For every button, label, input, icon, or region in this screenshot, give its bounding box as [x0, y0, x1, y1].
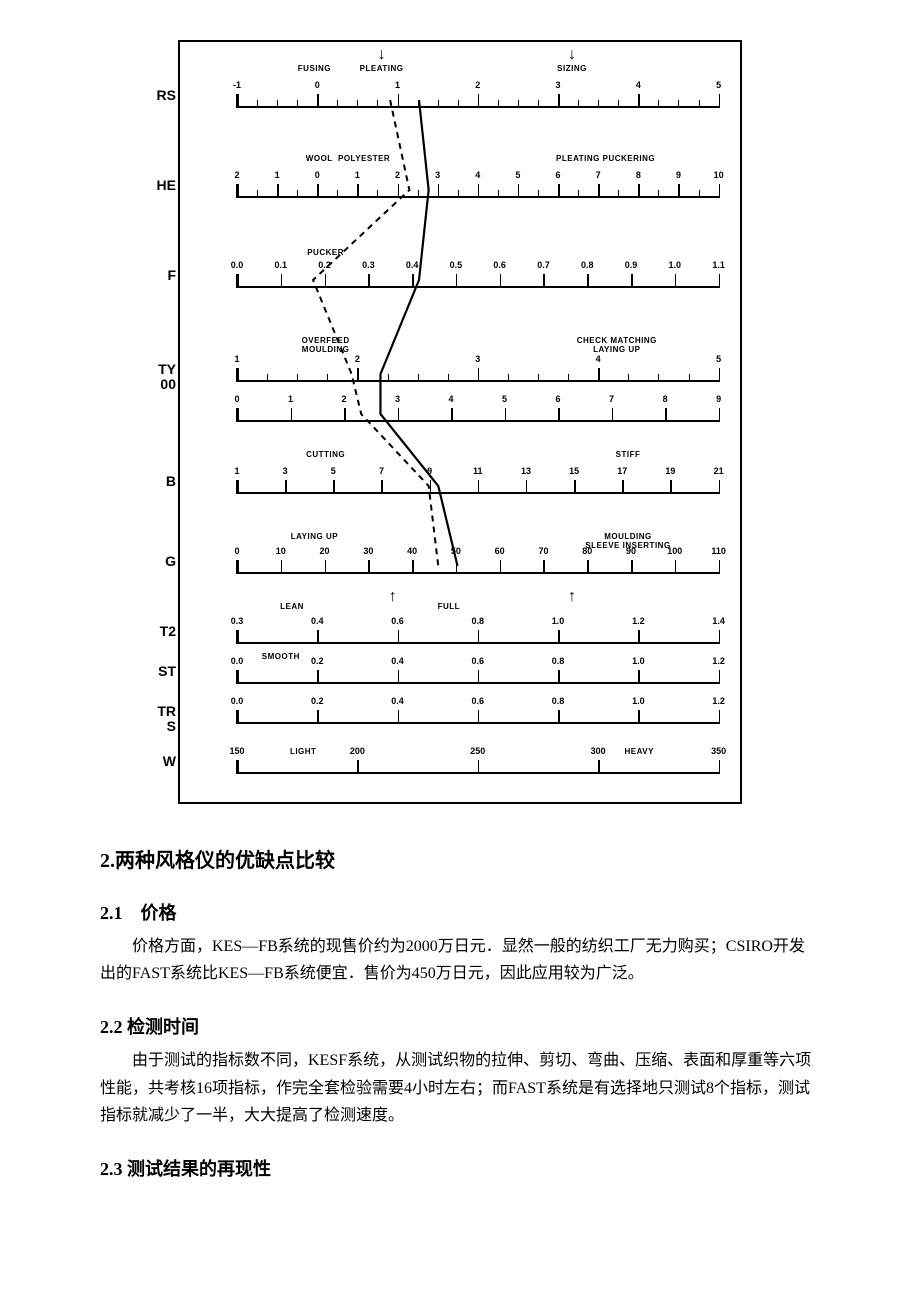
chart-y-label: G	[130, 554, 176, 569]
section-2-2-heading: 2.2 检测时间	[100, 1013, 820, 1039]
chart-solid-curve	[380, 100, 457, 566]
chart-y-label: RS	[130, 88, 176, 103]
chart-y-label: W	[130, 754, 176, 769]
chart-y-label: TR S	[130, 704, 176, 735]
section-2-heading: 2.两种风格仪的优缺点比较	[100, 844, 820, 873]
chart-y-label: T2	[130, 624, 176, 639]
chart-y-label: TY 00	[130, 362, 176, 393]
chart-y-label: ST	[130, 664, 176, 679]
chart-dashed-curve	[313, 100, 438, 566]
section-2-1-heading: 2.1 价格	[100, 899, 820, 925]
section-2-3-heading: 2.3 测试结果的再现性	[100, 1155, 820, 1181]
chart-y-label: HE	[130, 178, 176, 193]
section-2-1-para: 价格方面，KES—FB系统的现售价约为2000万日元．显然一般的纺织工厂无力购买…	[100, 933, 820, 987]
chart-y-label: B	[130, 474, 176, 489]
chart-curves	[180, 42, 740, 802]
fast-fingerprint-chart: ↓↓↑↑FUSINGPLEATINGSIZINGWOOL POLYESTERPL…	[178, 40, 742, 804]
chart-y-label: F	[130, 268, 176, 283]
section-2-2-para: 由于测试的指标数不同，KESF系统，从测试织物的拉伸、剪切、弯曲、压缩、表面和厚…	[100, 1047, 820, 1129]
fast-chart-container: ↓↓↑↑FUSINGPLEATINGSIZINGWOOL POLYESTERPL…	[100, 40, 820, 804]
